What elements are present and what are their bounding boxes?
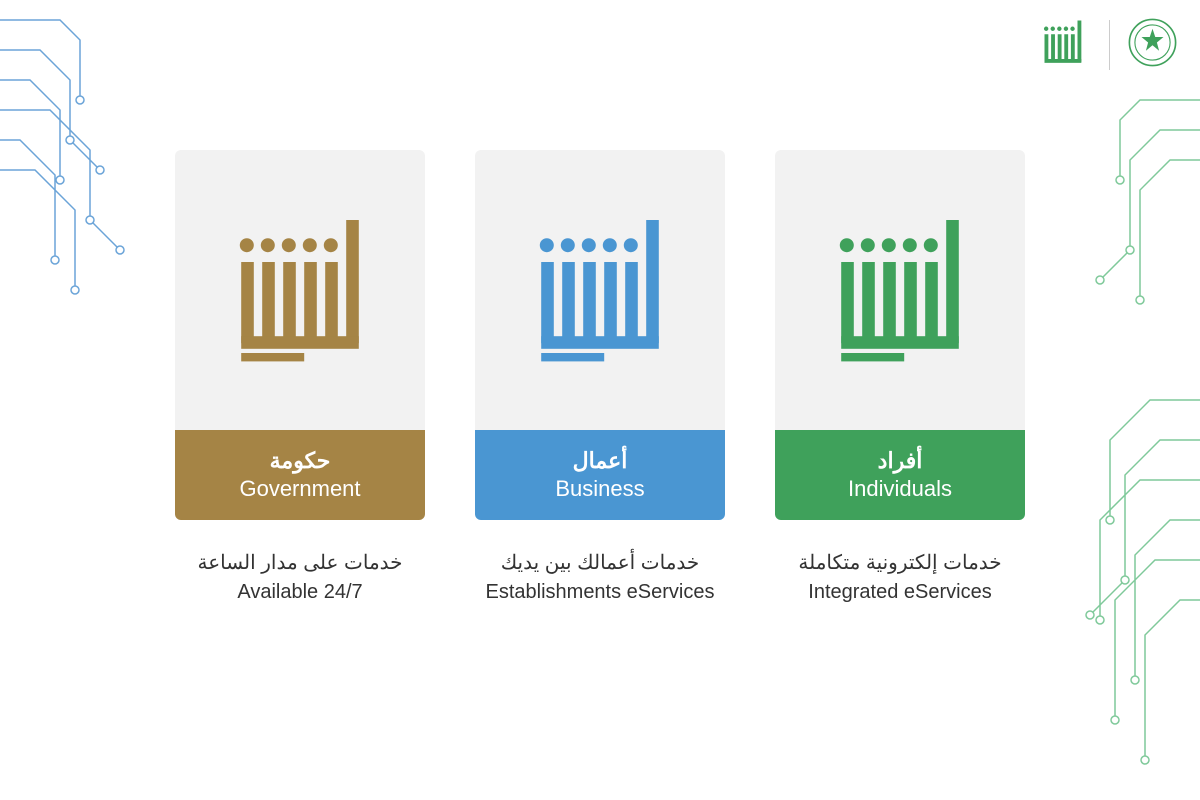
business-card[interactable]: أعمال Business خدمات أعمالك بين يديك Est… [475,150,725,604]
emblem-icon [1125,15,1180,75]
header-divider [1109,20,1110,70]
individuals-sub-ar: خدمات إلكترونية متكاملة [798,550,1001,575]
circuit-decoration-left [0,0,200,350]
government-card-icon [175,150,425,430]
header [1039,15,1180,75]
business-label-ar: أعمال [475,448,725,474]
individuals-label-en: Individuals [775,476,1025,502]
government-label-ar: حكومة [175,448,425,474]
circuit-decoration-right [1000,0,1200,800]
absher-logo-icon [1039,15,1094,75]
government-card[interactable]: حكومة Government خدمات على مدار الساعة A… [175,150,425,604]
individuals-card-icon [775,150,1025,430]
business-card-icon [475,150,725,430]
individuals-subtitle: خدمات إلكترونية متكاملة Integrated eServ… [798,550,1001,604]
business-sub-en: Establishments eServices [486,581,715,604]
government-label-en: Government [175,476,425,502]
individuals-sub-en: Integrated eServices [798,581,1001,604]
business-label-en: Business [475,476,725,502]
business-label: أعمال Business [475,430,725,520]
individuals-card[interactable]: أفراد Individuals خدمات إلكترونية متكامل… [775,150,1025,604]
government-sub-en: Available 24/7 [197,581,402,604]
business-subtitle: خدمات أعمالك بين يديك Establishments eSe… [486,550,715,604]
government-sub-ar: خدمات على مدار الساعة [197,550,402,575]
individuals-label: أفراد Individuals [775,430,1025,520]
government-label: حكومة Government [175,430,425,520]
cards-container: حكومة Government خدمات على مدار الساعة A… [175,150,1025,604]
individuals-label-ar: أفراد [775,448,1025,474]
business-sub-ar: خدمات أعمالك بين يديك [486,550,715,575]
government-subtitle: خدمات على مدار الساعة Available 24/7 [197,550,402,604]
